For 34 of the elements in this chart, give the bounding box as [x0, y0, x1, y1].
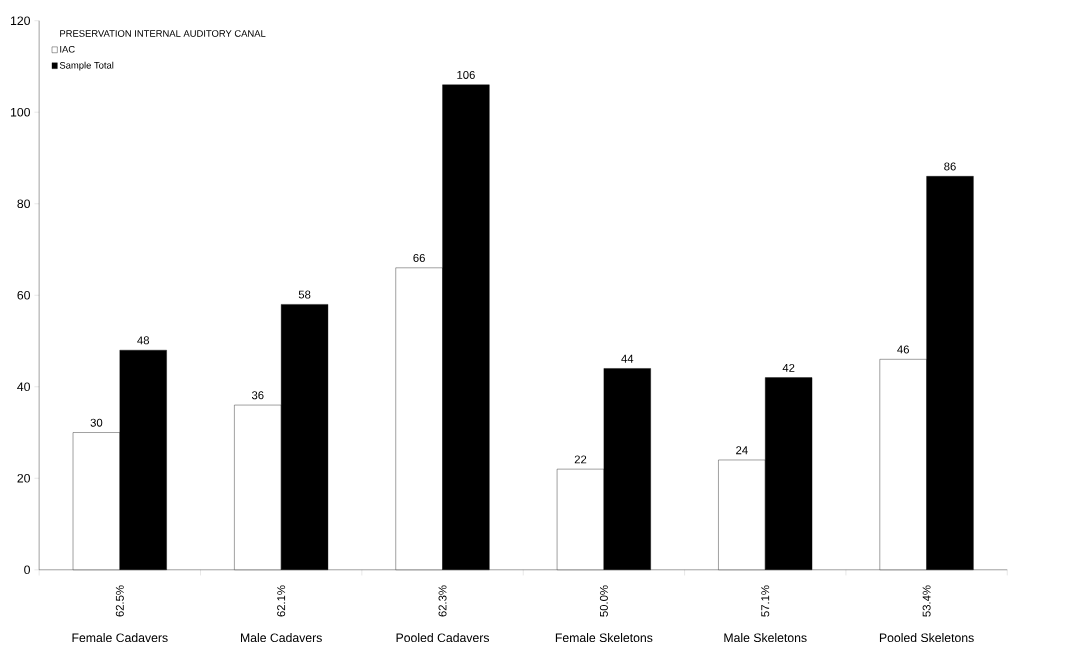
text: 62.3%	[438, 585, 447, 617]
x-tick-label: Male Cadavers	[241, 633, 322, 643]
data-label: 22	[574, 455, 587, 464]
x-tick-label: Male Skeletons	[724, 633, 807, 643]
text: 50.0%	[599, 585, 608, 617]
y-tick-label: 100	[10, 108, 30, 117]
data-label: 46	[897, 345, 909, 354]
y-tick-label: 60	[17, 291, 30, 300]
legend-label: Sample Total	[59, 61, 114, 71]
text: 62.1%	[277, 585, 286, 617]
data-label: 66	[413, 254, 425, 263]
x-tick-label: Pooled Cadavers	[396, 633, 490, 643]
data-label: 44	[621, 355, 634, 363]
x-tick-label: Pooled Skeletons	[879, 633, 974, 643]
text: 62.5%	[115, 585, 124, 617]
data-label: 24	[736, 446, 748, 455]
text: 57.1%	[761, 585, 770, 617]
x-tick-label: Female Skeletons	[555, 633, 653, 643]
data-label: 86	[944, 162, 956, 171]
x-tick-label: Female Cadavers	[72, 633, 168, 643]
legend-label: IAC	[60, 46, 75, 53]
data-label: 48	[137, 336, 150, 345]
legend-title: PRESERVATION INTERNAL AUDITORY CANAL	[60, 30, 266, 37]
data-label: 58	[298, 290, 311, 299]
data-label: 30	[90, 418, 103, 427]
y-tick-label: 0	[24, 565, 30, 575]
y-tick-label: 120	[10, 16, 30, 26]
y-tick-label: 20	[17, 474, 30, 483]
data-label: 106	[457, 71, 475, 80]
y-tick-label: 80	[17, 199, 30, 209]
text: 53.4%	[922, 585, 931, 617]
y-tick-label: 40	[17, 382, 30, 392]
data-label: 36	[251, 391, 264, 400]
data-label: 42	[782, 364, 795, 372]
